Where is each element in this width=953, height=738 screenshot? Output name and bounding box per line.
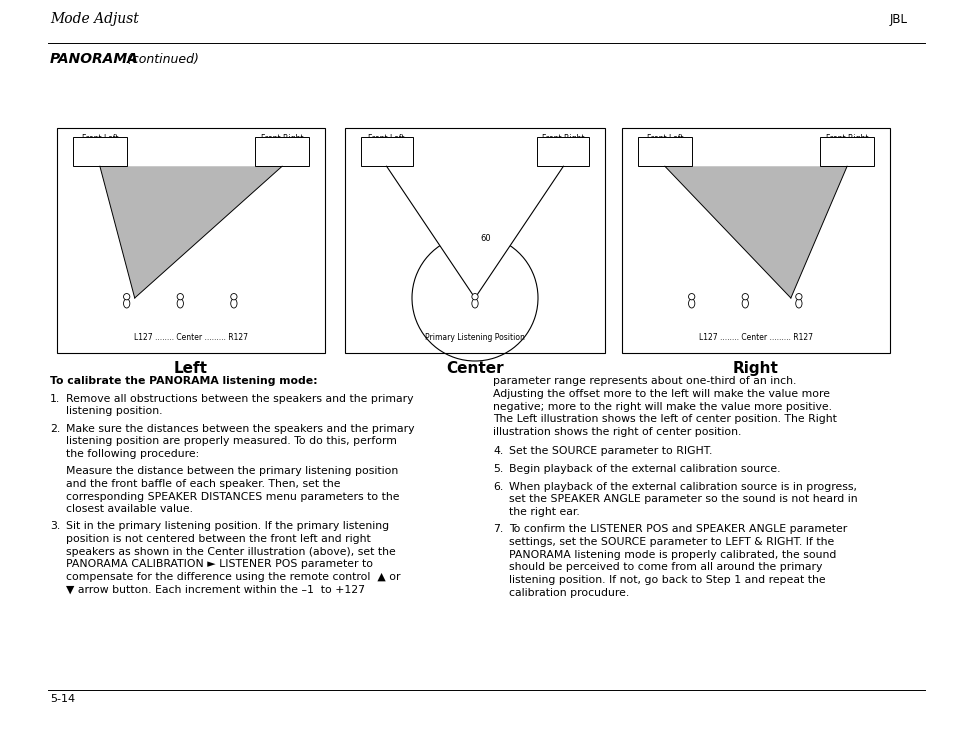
Ellipse shape <box>177 299 183 308</box>
Text: Left: Left <box>173 361 208 376</box>
Bar <box>255 137 309 166</box>
Text: Set the SOURCE parameter to RIGHT.: Set the SOURCE parameter to RIGHT. <box>509 446 712 457</box>
Circle shape <box>741 294 748 300</box>
Text: 4.: 4. <box>493 446 503 457</box>
Text: 6.: 6. <box>493 481 503 492</box>
Text: L127 ........ Center ......... R127: L127 ........ Center ......... R127 <box>699 333 812 342</box>
Text: Primary Listening Position: Primary Listening Position <box>425 333 524 342</box>
Text: (continued): (continued) <box>123 53 198 66</box>
Text: 2.: 2. <box>50 424 60 433</box>
Text: Front Right: Front Right <box>260 134 303 143</box>
Text: To calibrate the PANORAMA listening mode:: To calibrate the PANORAMA listening mode… <box>50 376 317 386</box>
Text: 7.: 7. <box>493 524 503 534</box>
Text: 3.: 3. <box>50 521 60 531</box>
Text: PANORAMA: PANORAMA <box>50 52 139 66</box>
Polygon shape <box>664 166 846 298</box>
Ellipse shape <box>231 299 236 308</box>
Text: Sit in the primary listening position. If the primary listening
position is not : Sit in the primary listening position. I… <box>66 521 400 595</box>
Text: Make sure the distances between the speakers and the primary
listening position : Make sure the distances between the spea… <box>66 424 414 459</box>
Text: When playback of the external calibration source is in progress,
set the SPEAKER: When playback of the external calibratio… <box>509 481 857 517</box>
Ellipse shape <box>688 299 694 308</box>
Circle shape <box>472 294 477 300</box>
Text: 1.: 1. <box>50 393 60 404</box>
Text: Begin playback of the external calibration source.: Begin playback of the external calibrati… <box>509 464 780 474</box>
Circle shape <box>688 294 694 300</box>
Bar <box>360 137 412 166</box>
Text: 60: 60 <box>479 233 490 243</box>
Ellipse shape <box>123 299 130 308</box>
Bar <box>73 137 127 166</box>
Text: 5.: 5. <box>493 464 503 474</box>
Circle shape <box>123 294 130 300</box>
Text: To confirm the LISTENER POS and SPEAKER ANGLE parameter
settings, set the SOURCE: To confirm the LISTENER POS and SPEAKER … <box>509 524 846 598</box>
Text: Center: Center <box>446 361 503 376</box>
Bar <box>820 137 873 166</box>
Text: 5-14: 5-14 <box>50 694 75 704</box>
Text: parameter range represents about one-third of an inch.
Adjusting the offset more: parameter range represents about one-thi… <box>493 376 836 437</box>
Bar <box>57 128 325 353</box>
Text: Front Right: Front Right <box>825 134 867 143</box>
Ellipse shape <box>795 299 801 308</box>
Circle shape <box>231 294 236 300</box>
Text: JBL: JBL <box>889 13 907 26</box>
Text: Front Right: Front Right <box>541 134 584 143</box>
Text: Front Left: Front Left <box>646 134 682 143</box>
Ellipse shape <box>741 299 748 308</box>
Circle shape <box>795 294 801 300</box>
Circle shape <box>177 294 183 300</box>
Bar <box>537 137 589 166</box>
Text: Right: Right <box>732 361 778 376</box>
Text: Mode Adjust: Mode Adjust <box>50 12 139 26</box>
Bar <box>621 128 889 353</box>
Bar <box>345 128 604 353</box>
Text: L127 ........ Center ......... R127: L127 ........ Center ......... R127 <box>133 333 248 342</box>
Text: Front Left: Front Left <box>82 134 118 143</box>
Text: Measure the distance between the primary listening position
and the front baffle: Measure the distance between the primary… <box>66 466 399 514</box>
Text: Remove all obstructions between the speakers and the primary
listening position.: Remove all obstructions between the spea… <box>66 393 413 416</box>
Text: Front Left: Front Left <box>368 134 404 143</box>
Ellipse shape <box>472 299 477 308</box>
Bar <box>638 137 691 166</box>
Polygon shape <box>100 166 282 298</box>
